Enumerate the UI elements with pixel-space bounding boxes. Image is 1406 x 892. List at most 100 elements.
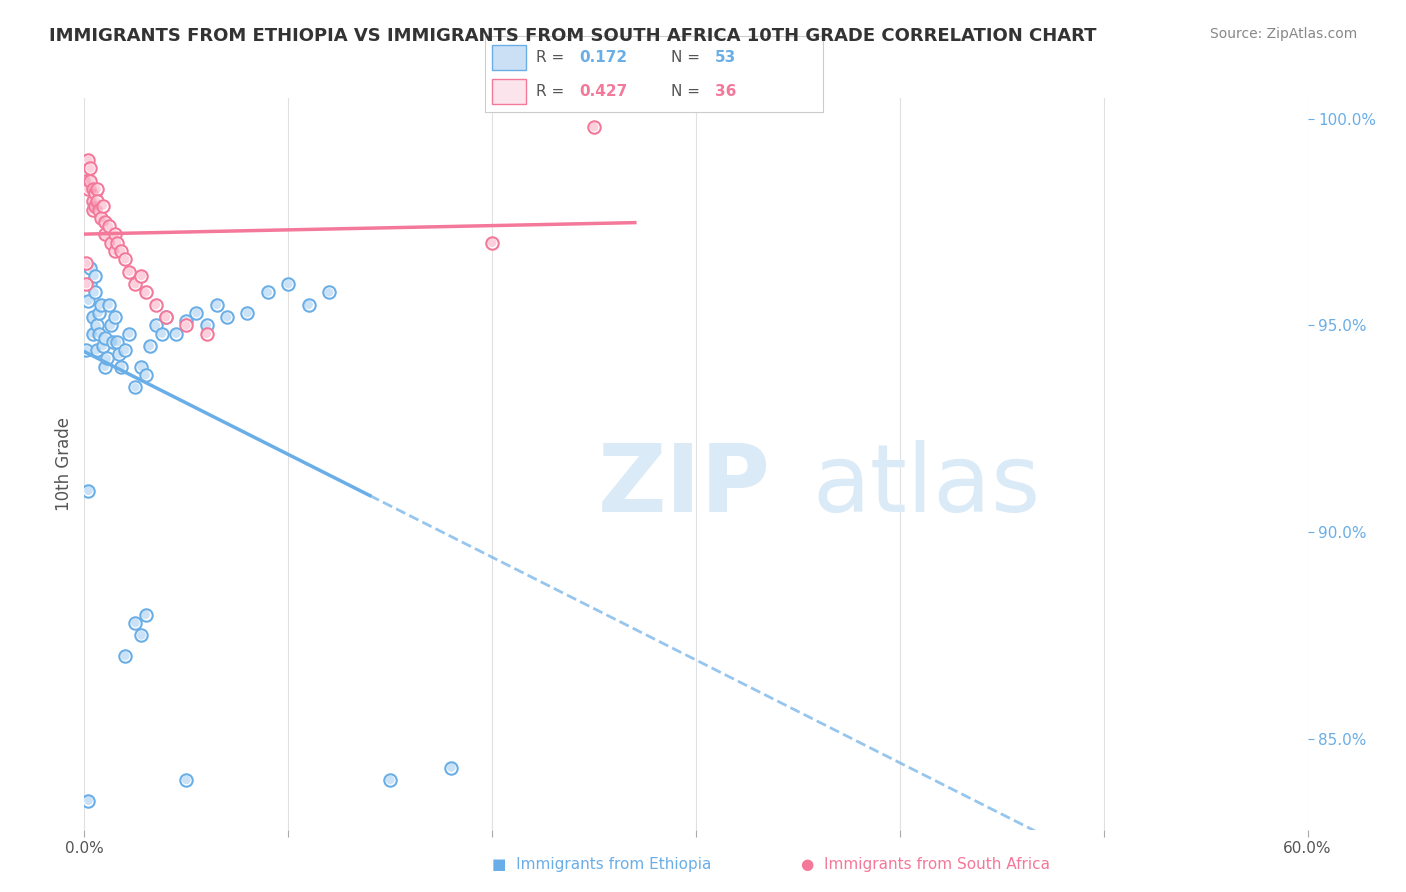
Point — [195, 326, 218, 341]
Text: R =: R = — [536, 50, 569, 65]
Point — [83, 198, 105, 212]
Point — [90, 298, 112, 312]
Point — [105, 334, 128, 349]
Point — [87, 306, 110, 320]
Point — [110, 244, 132, 258]
Point — [124, 277, 146, 291]
Point — [118, 326, 141, 341]
Point — [257, 285, 280, 300]
Point — [174, 314, 197, 328]
Point — [91, 339, 114, 353]
Point — [114, 648, 136, 663]
Point — [108, 347, 131, 361]
Point — [195, 326, 218, 341]
Point — [101, 334, 124, 349]
Point — [79, 260, 101, 275]
Point — [104, 244, 127, 258]
Point — [100, 318, 122, 333]
Point — [186, 306, 208, 320]
Point — [380, 772, 402, 787]
Point — [83, 186, 105, 201]
Point — [135, 285, 157, 300]
Point — [86, 182, 108, 196]
Point — [75, 256, 97, 270]
Point — [114, 648, 136, 663]
Point — [135, 368, 157, 382]
Point — [77, 182, 100, 196]
Point — [118, 265, 141, 279]
Point — [86, 194, 108, 209]
Point — [583, 120, 606, 134]
Point — [77, 153, 100, 167]
Point — [75, 277, 97, 291]
Point — [75, 256, 97, 270]
Point — [101, 334, 124, 349]
Point — [91, 198, 114, 212]
Text: ■  Immigrants from Ethiopia: ■ Immigrants from Ethiopia — [492, 857, 711, 872]
Point — [104, 310, 127, 325]
Point — [86, 343, 108, 358]
Point — [77, 483, 100, 498]
Point — [82, 310, 104, 325]
Text: N =: N = — [671, 84, 704, 99]
Point — [86, 318, 108, 333]
Point — [186, 306, 208, 320]
Point — [93, 227, 115, 242]
Point — [91, 339, 114, 353]
Point — [118, 326, 141, 341]
Text: ●  Immigrants from South Africa: ● Immigrants from South Africa — [801, 857, 1050, 872]
Point — [93, 227, 115, 242]
Point — [105, 235, 128, 250]
Point — [217, 310, 239, 325]
Point — [174, 772, 197, 787]
Point — [93, 215, 115, 229]
Point — [86, 182, 108, 196]
Point — [82, 182, 104, 196]
Point — [77, 153, 100, 167]
Point — [93, 215, 115, 229]
Point — [131, 359, 153, 374]
Point — [90, 211, 112, 225]
Point — [100, 318, 122, 333]
Text: atlas: atlas — [813, 440, 1040, 532]
Point — [87, 326, 110, 341]
Text: ZIP: ZIP — [598, 440, 770, 532]
Point — [318, 285, 340, 300]
Point — [91, 198, 114, 212]
Point — [97, 219, 120, 234]
Point — [90, 298, 112, 312]
Point — [155, 310, 177, 325]
Point — [90, 211, 112, 225]
Point — [135, 368, 157, 382]
Point — [105, 235, 128, 250]
Point — [145, 318, 167, 333]
Point — [79, 174, 101, 188]
Point — [97, 298, 120, 312]
Point — [195, 318, 218, 333]
Point — [440, 761, 463, 775]
Text: 53: 53 — [714, 50, 735, 65]
Point — [150, 326, 173, 341]
Point — [131, 268, 153, 283]
Point — [380, 772, 402, 787]
Point — [75, 174, 97, 188]
Point — [217, 310, 239, 325]
Point — [77, 794, 100, 808]
Point — [124, 380, 146, 394]
Point — [150, 326, 173, 341]
Point — [83, 186, 105, 201]
Point — [174, 318, 197, 333]
Point — [100, 235, 122, 250]
Point — [79, 174, 101, 188]
Point — [195, 318, 218, 333]
Point — [174, 314, 197, 328]
Point — [87, 306, 110, 320]
Text: Source: ZipAtlas.com: Source: ZipAtlas.com — [1209, 27, 1357, 41]
Point — [77, 293, 100, 308]
Point — [104, 227, 127, 242]
FancyBboxPatch shape — [492, 78, 526, 104]
Point — [87, 202, 110, 217]
Point — [124, 380, 146, 394]
Point — [104, 244, 127, 258]
Text: 36: 36 — [714, 84, 735, 99]
